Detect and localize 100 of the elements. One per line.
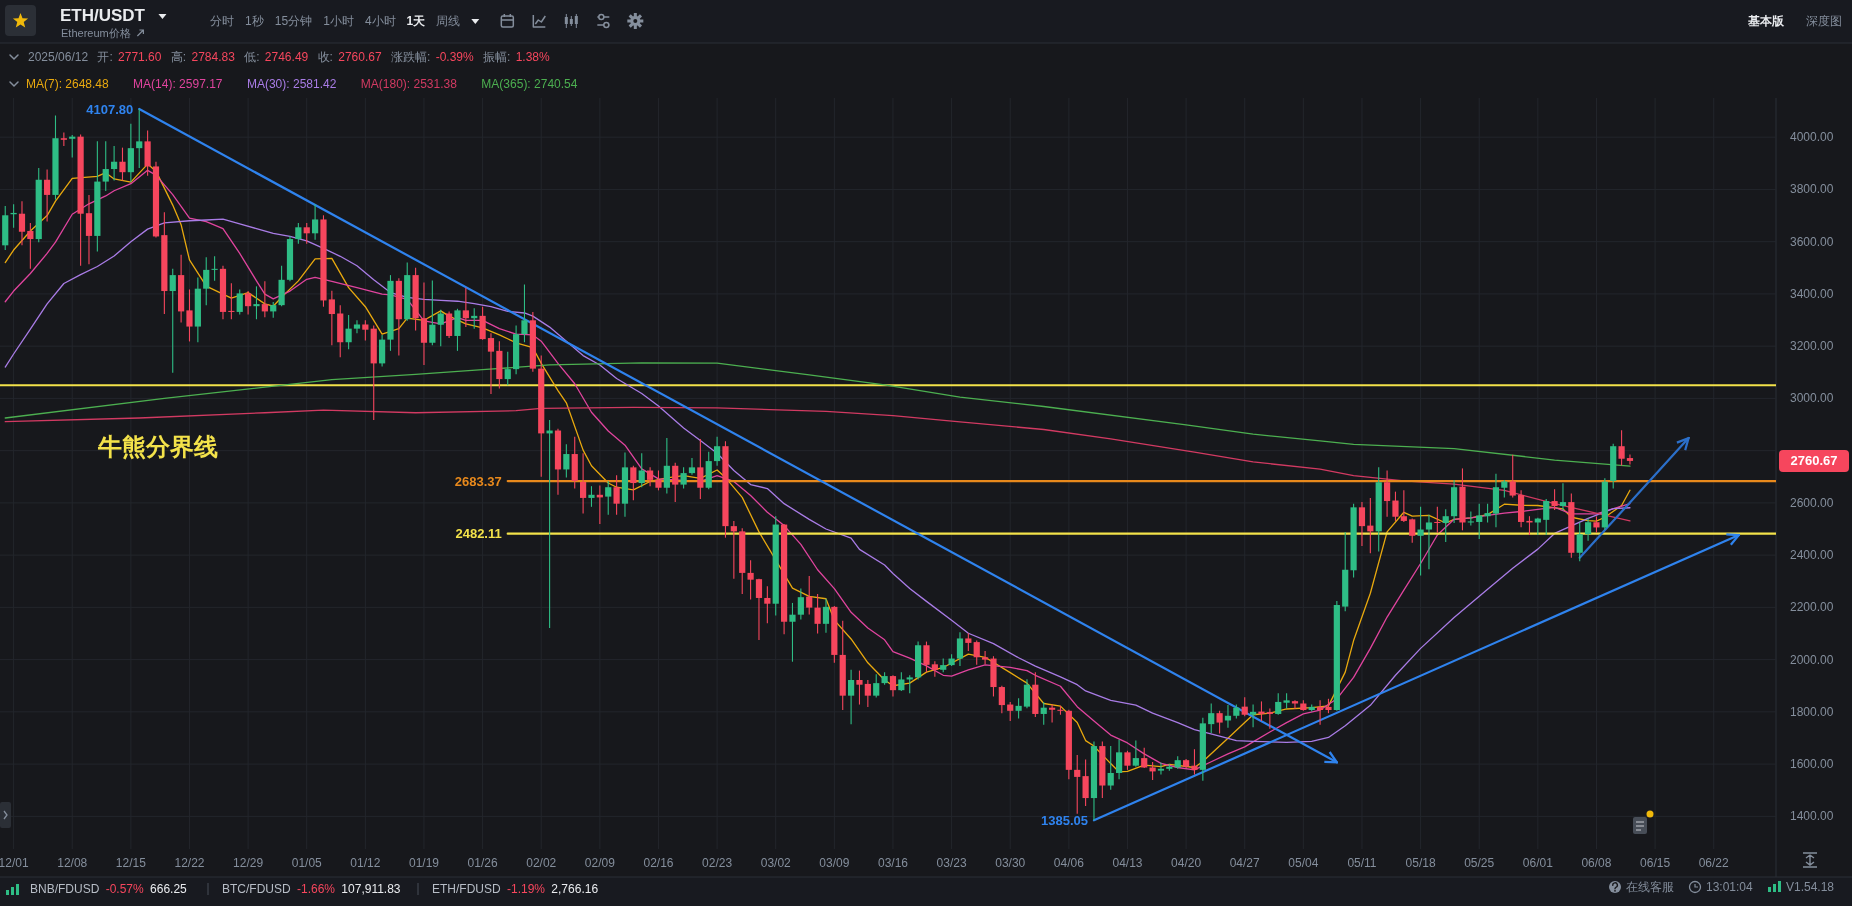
text: V1.54.18 <box>1786 880 1835 894</box>
candlestick <box>1191 748 1198 776</box>
candlestick <box>228 282 235 320</box>
candlestick <box>1124 750 1131 771</box>
candlestick <box>864 679 871 708</box>
candlestick <box>136 108 143 169</box>
text: BTC/FDUSD -1.66% 107,911.83 <box>222 882 401 896</box>
annotation: 4107.80 <box>86 101 134 117</box>
x-tick-label: 06/22 <box>1698 856 1730 870</box>
candlestick <box>211 255 218 282</box>
candlestick <box>998 685 1005 714</box>
candlestick <box>295 222 302 245</box>
candlestick <box>462 287 469 328</box>
candlestick <box>437 309 444 347</box>
candlestick <box>663 437 670 495</box>
text: 分时 1秒 15分钟 1小时 4小时 1天 周线 <box>210 14 461 28</box>
candlestick <box>18 200 26 246</box>
candlestick <box>1509 454 1516 498</box>
candlestick <box>1559 482 1567 512</box>
candlestick <box>1476 503 1483 540</box>
candlestick <box>822 598 830 634</box>
text: ETH/FDUSD -1.19% 2,766.16 <box>432 882 599 896</box>
candlestick <box>60 131 67 147</box>
candlestick <box>1392 491 1399 522</box>
candlestick <box>1216 710 1223 735</box>
y-tick-label: 2200.00 <box>1790 600 1834 615</box>
candlestick <box>730 520 737 580</box>
text: BNB/FDUSD -0.57% 666.25 <box>30 882 188 896</box>
candlestick <box>1258 700 1265 722</box>
candlestick <box>697 438 704 500</box>
x-tick-label: 03/02 <box>760 856 792 870</box>
candlestick <box>203 256 210 306</box>
x-tick-label: 05/25 <box>1464 856 1495 870</box>
candlestick <box>605 480 612 516</box>
candlestick <box>789 602 796 663</box>
candlestick <box>236 288 243 316</box>
text: 2760.67 <box>1790 453 1838 469</box>
y-tick-label: 2600.00 <box>1790 495 1834 510</box>
candlestick <box>898 671 905 692</box>
line-series <box>4 406 1631 522</box>
candlestick <box>1400 489 1407 523</box>
x-tick-label: 12/01 <box>0 856 29 870</box>
candlestick <box>563 443 570 479</box>
candlestick <box>69 134 76 159</box>
x-tick-label: 03/16 <box>877 856 909 870</box>
text: MA(14): 2597.17 <box>133 77 223 91</box>
candlestick <box>906 674 913 694</box>
x-tick-label: 03/09 <box>819 856 850 870</box>
x-tick-label: 02/09 <box>584 856 616 870</box>
candlestick <box>362 319 369 341</box>
candlestick <box>747 559 754 601</box>
candlestick <box>814 593 821 635</box>
candlestick <box>655 469 662 491</box>
candlestick <box>1107 745 1114 791</box>
candlestick <box>1626 454 1634 466</box>
candlestick <box>1576 521 1583 562</box>
candlestick <box>111 145 118 182</box>
x-tick-label: 04/27 <box>1229 856 1261 870</box>
text: MA(30): 2581.42 <box>246 77 337 91</box>
x-tick-label: 05/04 <box>1288 856 1319 870</box>
candlestick <box>102 140 109 192</box>
line-series <box>4 362 1631 467</box>
candlestick <box>487 332 495 395</box>
candlestick <box>253 285 260 320</box>
candlestick <box>345 314 352 350</box>
x-tick-label: 02/23 <box>702 856 733 870</box>
text: 13:01:04 <box>1706 880 1754 894</box>
y-tick-label: 3000.00 <box>1790 391 1834 406</box>
x-tick-label: 01/12 <box>350 856 381 870</box>
candlestick <box>1543 498 1550 536</box>
candlestick <box>27 222 34 270</box>
x-tick-label: 03/23 <box>936 856 967 870</box>
candlestick <box>755 578 763 641</box>
candlestick <box>379 334 386 368</box>
candlestick <box>688 457 696 476</box>
candlestick <box>261 280 268 318</box>
candlestick <box>1442 508 1449 543</box>
candlestick <box>630 465 637 501</box>
candlestick <box>1049 704 1056 724</box>
candlestick <box>186 288 193 342</box>
candlestick <box>1082 758 1089 807</box>
candlestick <box>889 674 897 697</box>
candlestick <box>169 268 176 374</box>
candlestick <box>1157 761 1165 776</box>
candlestick <box>1316 699 1324 726</box>
candlestick <box>714 436 721 467</box>
candlestick <box>85 194 93 265</box>
candlestick <box>956 631 964 667</box>
candlestick <box>672 462 679 503</box>
x-tick-label: 06/01 <box>1522 856 1554 870</box>
candlestick <box>806 575 813 615</box>
ref-line-label: 牛熊分界线 <box>97 433 218 461</box>
x-tick-label: 02/02 <box>526 856 557 870</box>
candlestick <box>504 351 511 386</box>
y-tick-label: 1400.00 <box>1790 809 1834 824</box>
y-tick-label: 3800.00 <box>1790 182 1834 197</box>
candlestick <box>1040 701 1047 726</box>
candlestick <box>1409 518 1416 544</box>
y-tick-label: 2000.00 <box>1790 652 1834 667</box>
y-tick-label: 3600.00 <box>1790 234 1834 249</box>
